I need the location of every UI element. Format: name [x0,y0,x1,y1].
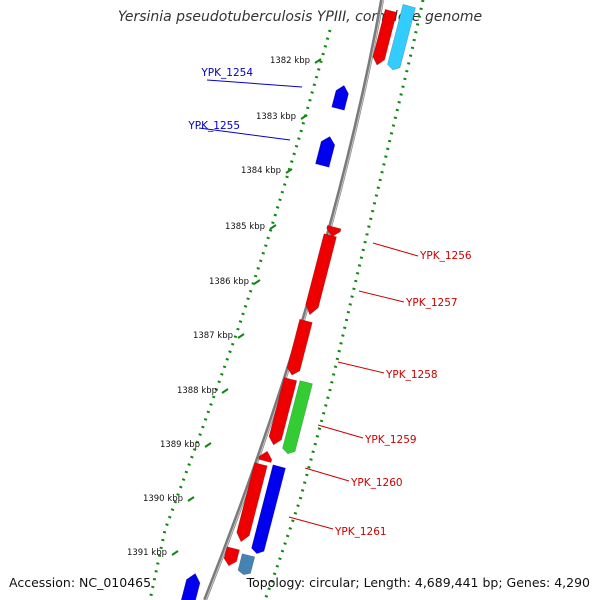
gene-arrow[interactable] [237,553,256,576]
gene-arrow[interactable] [326,225,342,238]
gene-arrow-ypk_1255[interactable] [315,136,336,168]
tick-label: 1390 kbp [143,494,183,504]
gene-leader-line [358,290,405,303]
tick-mark [204,442,212,448]
tick-label: 1391 kbp [127,548,167,558]
gene-label-ypk_1254[interactable]: YPK_1254 [200,67,253,79]
tick-label: 1389 kbp [160,440,200,450]
gene-leader-line [288,516,334,530]
gene-label-ypk_1260[interactable]: YPK_1260 [350,477,403,489]
gene-leader-line [372,242,419,257]
gene-label-ypk_1258[interactable]: YPK_1258 [385,369,438,381]
gene-arrow-ypk_1257[interactable] [286,318,313,376]
tick-label: 1383 kbp [256,112,296,122]
tick-mark [187,496,195,502]
tick-mark [300,114,308,120]
tick-label: 1387 kbp [193,331,233,341]
gene-arrow-ypk_1259[interactable] [282,380,313,455]
gene-leader-line [304,467,350,482]
gene-label-ypk_1259[interactable]: YPK_1259 [364,434,417,446]
gene-arrow-ypk_1254[interactable] [331,84,349,111]
gene-arrow[interactable] [180,573,201,600]
gene-leader-line [206,79,303,88]
gene-label-ypk_1257[interactable]: YPK_1257 [405,297,458,309]
gene-arrow-ypk_1260[interactable] [236,462,268,543]
gene-label-ypk_1256[interactable]: YPK_1256 [419,250,472,262]
tick-mark [285,168,293,174]
genome-summary-text: Topology: circular; Length: 4,689,441 bp… [246,575,590,590]
tick-label: 1385 kbp [225,222,265,232]
gene-leader-line [198,127,291,141]
gene-arrows [180,4,416,600]
gene-arrow[interactable] [223,546,240,567]
tick-label: 1384 kbp [241,166,281,176]
gene-labels: YPK_1254 YPK_1255 YPK_1256 YPK_1257 YPK_1258… [187,67,472,538]
tick-mark [171,550,179,556]
gene-arrow[interactable] [372,9,398,66]
gene-arrow-ypk_1258[interactable] [268,377,298,446]
tick-mark [269,224,277,230]
gene-label-ypk_1261[interactable]: YPK_1261 [334,526,387,538]
tick-label: 1386 kbp [209,277,249,287]
gene-arrow-ypk_1256[interactable] [305,233,337,316]
tick-mark [221,388,229,394]
tick-label: 1388 kbp [177,386,217,396]
backbone-line [203,0,384,600]
outer-dotted-track [263,0,425,600]
tick-mark [237,333,245,339]
tick-label: 1382 kbp [270,56,310,66]
gene-leader-line [337,361,385,374]
gene-arrow[interactable] [387,4,416,71]
kbp-tick-marks: 1382 kbp 1383 kbp 1384 kbp 1385 kbp 1386 kbp… [127,56,322,558]
accession-text: Accession: NC_010465 [9,575,152,590]
gene-arrow[interactable] [258,450,273,463]
gene-arrow-ypk_1261[interactable] [251,464,286,554]
gene-leader-line [317,424,364,439]
tick-mark [314,58,322,64]
gene-label-ypk_1255[interactable]: YPK_1255 [187,120,240,132]
tick-mark [253,279,261,285]
